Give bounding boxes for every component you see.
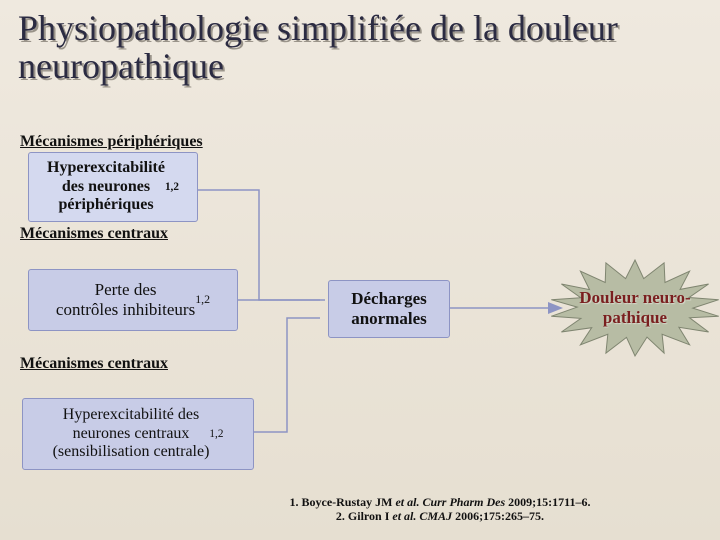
box-abnormal-discharges: Déchargesanormales [328, 280, 450, 338]
references: 1. Boyce-Rustay JM et al. Curr Pharm Des… [180, 496, 700, 524]
starburst-label: Douleur neuro-pathique [579, 288, 690, 328]
section-label-periph: Mécanismes périphériques [20, 133, 203, 151]
reference-1: 1. Boyce-Rustay JM et al. Curr Pharm Des… [180, 496, 700, 510]
box-peripheral-hyperexcitability: Hyperexcitabilitédes neuronespériphériqu… [28, 152, 198, 222]
section-label-centr1: Mécanismes centraux [20, 225, 168, 243]
section-label-centr2: Mécanismes centraux [20, 355, 168, 373]
box-inhibitory-loss: Perte descontrôles inhibiteurs1,2 [28, 269, 238, 331]
box-central-sensitisation: Hyperexcitabilité desneurones centraux(s… [22, 398, 254, 470]
starburst-neuropathic-pain: Douleur neuro-pathique [548, 258, 720, 358]
page-title: Physiopathologie simplifiée de la douleu… [18, 10, 702, 86]
reference-2: 2. Gilron I et al. CMAJ 2006;175:265–75. [180, 510, 700, 524]
